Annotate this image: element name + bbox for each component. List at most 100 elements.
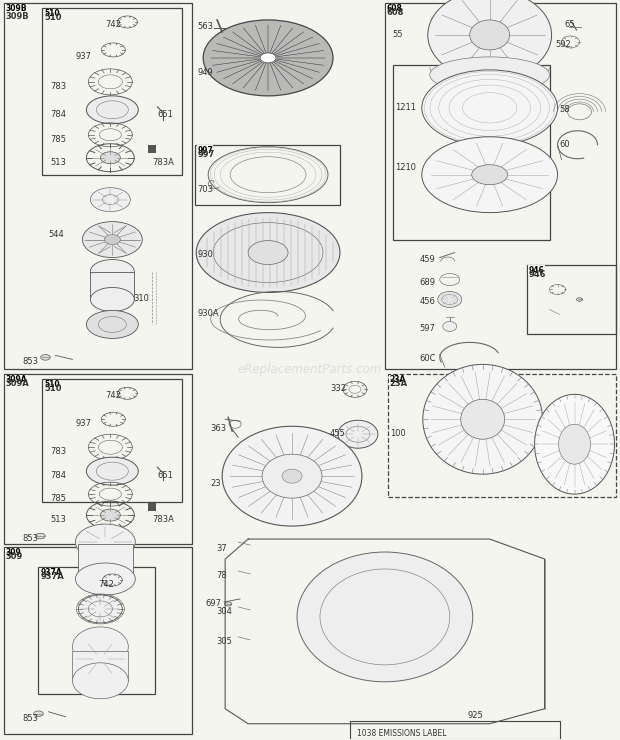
Text: 510: 510 [45,13,62,22]
Ellipse shape [76,524,135,560]
Text: 305: 305 [216,637,232,646]
Text: 592: 592 [556,40,571,49]
Ellipse shape [534,394,614,494]
Ellipse shape [78,595,122,623]
Ellipse shape [76,563,135,595]
Text: 742: 742 [105,20,122,29]
Text: 853: 853 [22,714,38,723]
Bar [393,65,549,240]
Text: 455: 455 [330,429,346,438]
Ellipse shape [91,188,130,212]
Text: 783A: 783A [153,515,174,524]
Text: 937: 937 [76,52,91,61]
Text: 946: 946 [529,266,544,275]
Text: 309B: 309B [6,12,29,21]
Text: 930: 930 [197,249,213,258]
Bar [148,503,156,511]
Ellipse shape [430,57,549,92]
Text: 930A: 930A [197,309,219,318]
Text: 310: 310 [133,295,149,303]
Text: 783A: 783A [153,158,174,166]
Ellipse shape [260,53,276,63]
Ellipse shape [577,297,583,301]
Text: 510: 510 [45,380,60,389]
Ellipse shape [86,96,138,124]
Text: 309: 309 [6,548,21,557]
Text: 784: 784 [50,110,66,119]
Text: 937A: 937A [40,572,64,581]
Polygon shape [203,20,333,96]
Text: 784: 784 [50,471,66,480]
Text: 608: 608 [387,4,403,13]
Text: 456: 456 [420,297,436,306]
Text: 703: 703 [197,185,213,194]
Ellipse shape [338,420,378,448]
Text: 697: 697 [205,599,221,608]
Text: 23A: 23A [390,380,408,388]
Ellipse shape [100,152,120,164]
Ellipse shape [224,602,232,606]
Text: 937A: 937A [40,568,62,577]
Bar [350,721,560,739]
Text: 783: 783 [50,447,66,457]
Text: 65: 65 [565,20,575,29]
Text: 78: 78 [216,571,227,580]
Text: 459: 459 [420,255,436,263]
Text: 513: 513 [50,158,66,166]
Ellipse shape [82,221,143,258]
Text: 60: 60 [560,140,570,149]
Text: 689: 689 [420,278,436,286]
Ellipse shape [100,509,120,521]
Text: 60C: 60C [420,354,436,363]
Ellipse shape [422,137,557,212]
Bar [38,567,155,694]
Text: 58: 58 [560,105,570,114]
Text: 309A: 309A [6,375,27,384]
Bar [388,374,616,497]
Text: 23A: 23A [390,375,406,384]
Polygon shape [225,539,544,724]
Bar [43,8,182,175]
Text: 651: 651 [157,471,173,480]
Ellipse shape [443,321,457,332]
Text: 363: 363 [210,424,226,433]
Text: 1038 EMISSIONS LABEL: 1038 EMISSIONS LABEL [357,729,446,738]
Text: 563: 563 [197,22,213,31]
Text: 651: 651 [157,110,173,119]
Text: 997: 997 [197,146,213,155]
Text: 608: 608 [387,8,404,17]
Text: 1211: 1211 [395,103,416,112]
Text: 332: 332 [330,384,346,394]
Text: eReplacementParts.com: eReplacementParts.com [238,363,382,376]
Text: 309: 309 [6,552,23,561]
Ellipse shape [91,260,135,283]
Ellipse shape [86,457,138,485]
Text: 946: 946 [529,269,546,278]
Text: 997: 997 [197,149,215,159]
Text: 742: 742 [105,391,122,400]
Bar [4,3,192,369]
Text: 949: 949 [197,68,213,77]
Ellipse shape [196,212,340,292]
Text: 742: 742 [99,580,114,589]
Ellipse shape [423,364,542,474]
Text: 783: 783 [50,82,66,91]
Text: 925: 925 [467,710,484,720]
Text: 853: 853 [22,357,38,366]
Text: 1210: 1210 [395,163,416,172]
Ellipse shape [428,0,552,80]
Text: 513: 513 [50,515,66,524]
Ellipse shape [559,424,590,464]
Text: 100: 100 [390,429,405,438]
Ellipse shape [438,292,462,307]
Text: 23: 23 [210,480,221,488]
Ellipse shape [297,552,472,682]
Text: 510: 510 [45,384,62,394]
Ellipse shape [33,711,43,716]
Bar [385,3,616,369]
Bar [526,264,616,334]
Text: 785: 785 [50,494,66,503]
Ellipse shape [248,240,288,264]
Text: 597: 597 [420,324,436,334]
Text: 510: 510 [45,9,60,18]
